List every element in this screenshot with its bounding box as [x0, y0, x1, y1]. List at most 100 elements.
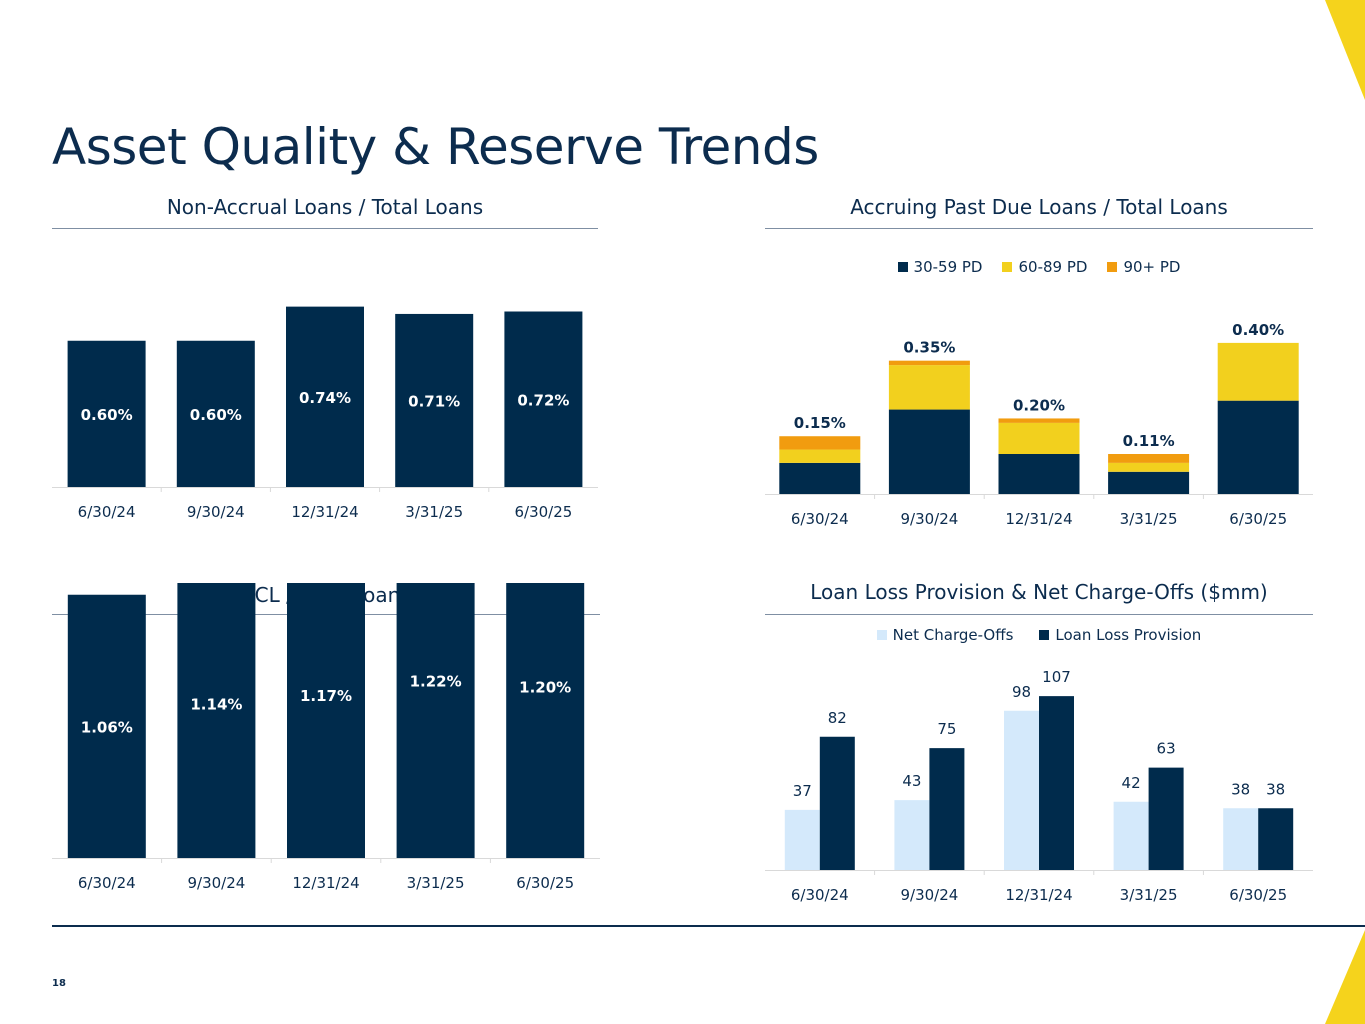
past-due-title: Accruing Past Due Loans / Total Loans [850, 195, 1228, 219]
past-due-bar-90-plus [1108, 454, 1190, 463]
legend-swatch-loan-loss-provision [1039, 630, 1050, 640]
provision-data-label-loan-loss-provision: 63 [1157, 740, 1176, 758]
provision-data-label-loan-loss-provision: 75 [937, 720, 956, 738]
provision-data-label-loan-loss-provision: 38 [1266, 780, 1285, 798]
acl-panel: ACL / Total Loans 1.06%6/30/241.14%9/30/… [52, 583, 600, 903]
past-due-bar-60-89 [779, 449, 861, 463]
non-accrual-bar [286, 306, 364, 487]
past-due-bar-30-59 [779, 462, 861, 494]
acl-data-label: 1.22% [410, 673, 462, 691]
non-accrual-bar [504, 311, 583, 487]
provision-bar-loan-loss-provision [1258, 808, 1294, 870]
non-accrual-data-label: 0.60% [190, 406, 242, 424]
legend-swatch-30-59 [897, 262, 908, 272]
acl-bar [67, 594, 146, 858]
past-due-bar-60-89 [998, 422, 1080, 454]
provision-data-label-net-charge-off: 98 [1012, 683, 1031, 701]
acl-x-tick-label: 6/30/25 [516, 874, 574, 892]
past-due-x-tick-label: 9/30/24 [900, 510, 958, 528]
non-accrual-data-label: 0.74% [299, 389, 351, 407]
provision-data-label-net-charge-off: 43 [902, 772, 921, 790]
provision-data-label-net-charge-off: 37 [793, 782, 812, 800]
provision-bar-loan-loss-provision [1039, 696, 1074, 870]
past-due-bar-30-59 [998, 454, 1080, 494]
legend-swatch-60-89 [1002, 262, 1013, 272]
acl-x-tick-label: 9/30/24 [187, 874, 245, 892]
acl-data-label: 1.20% [519, 678, 571, 696]
legend-label-60-89: 60-89 PD [1018, 258, 1088, 276]
provision-bar-net-charge-off [784, 809, 820, 870]
provision-bar-net-charge-off [1113, 801, 1149, 870]
provision-data-label-net-charge-off: 38 [1231, 780, 1250, 798]
acl-x-tick-label: 6/30/24 [78, 874, 136, 892]
legend-60-89: 60-89 PD [1002, 258, 1087, 276]
provision-bar-net-charge-off [894, 800, 930, 870]
past-due-panel: Accruing Past Due Loans / Total Loans 30… [765, 195, 1313, 540]
past-due-chart: 0.15% 6/30/24 0.35% 9/30/24 0.20% 12/31/24 0.1… [765, 321, 1313, 528]
non-accrual-chart: 0.60% 6/30/24 0.60% 9/30/24 0.74% 12/31/24 0.7… [52, 306, 598, 521]
non-accrual-title: Non-Accrual Loans / Total Loans [166, 195, 484, 219]
provision-x-tick-label: 9/30/24 [900, 886, 958, 904]
non-accrual-bar [67, 340, 146, 487]
non-accrual-x-tick-label: 6/30/25 [514, 503, 572, 521]
legend-label-90-plus: 90+ PD [1123, 258, 1181, 276]
provision-data-label-loan-loss-provision: 107 [1042, 668, 1071, 686]
provision-bar-net-charge-off [1223, 808, 1259, 870]
past-due-bar-60-89 [888, 365, 970, 410]
provision-panel: Loan Loss Provision & Net Charge-Offs ($… [765, 580, 1313, 910]
past-due-x-tick-label: 12/31/24 [1005, 510, 1072, 528]
provision-bar-loan-loss-provision [819, 736, 855, 870]
acl-chart: 1.06% 6/30/24 1.14% 9/30/24 1.17% 12/31/24 1.2… [52, 583, 600, 892]
non-accrual-x-tick-label: 9/30/24 [187, 503, 245, 521]
past-due-total-label: 0.40% [1232, 321, 1284, 339]
acl-x-tick-label: 12/31/24 [292, 874, 359, 892]
acl-bar [287, 583, 365, 858]
non-accrual-bar [176, 340, 255, 487]
past-due-title-rule [765, 228, 1313, 229]
legend-label-loan-loss-provision: Loan Loss Provision [1055, 626, 1202, 644]
past-due-total-label: 0.35% [903, 339, 955, 357]
page-number: 18 [52, 978, 66, 989]
legend-label-net-charge-offs: Net Charge-Offs [892, 626, 1014, 644]
provision-x-tick-label: 6/30/25 [1229, 886, 1287, 904]
acl-x-tick-label: 3/31/25 [407, 874, 465, 892]
past-due-total-label: 0.15% [794, 414, 846, 432]
past-due-bar-60-89 [1108, 462, 1190, 472]
non-accrual-title-rule [52, 228, 598, 229]
footer-rule [52, 925, 1365, 927]
past-due-bar-90-plus [779, 436, 861, 450]
provision-x-tick-label: 12/31/24 [1005, 886, 1072, 904]
page-title: Asset Quality & Reserve Trends [52, 118, 819, 176]
provision-data-label-loan-loss-provision: 82 [828, 709, 847, 727]
non-accrual-panel: Non-Accrual Loans / Total Loans 0.60% 6/3… [52, 195, 598, 535]
legend-label-30-59: 30-59 PD [913, 258, 983, 276]
provision-bar-loan-loss-provision [929, 748, 965, 870]
provision-bar-loan-loss-provision [1148, 767, 1184, 870]
acl-bar [396, 583, 475, 858]
past-due-bar-60-89 [1217, 342, 1299, 401]
past-due-bar-90-plus [888, 360, 970, 366]
corner-accent-bottom [1325, 930, 1365, 1024]
provision-chart: 37 82 6/30/24 43 75 9/30/24 98 107 12/31/24 42 63 3… [765, 668, 1313, 904]
past-due-bar-30-59 [1217, 400, 1299, 494]
past-due-bar-30-59 [1108, 471, 1190, 494]
legend-30-59: 30-59 PD [897, 258, 983, 276]
legend-loan-loss-provision: Loan Loss Provision [1039, 626, 1201, 644]
non-accrual-data-label: 0.72% [517, 391, 569, 409]
past-due-bar-30-59 [888, 409, 970, 494]
past-due-total-label: 0.20% [1013, 396, 1065, 414]
non-accrual-x-tick-label: 6/30/24 [78, 503, 136, 521]
past-due-total-label: 0.11% [1123, 432, 1175, 450]
non-accrual-data-label: 0.60% [81, 406, 133, 424]
provision-bar-net-charge-off [1004, 710, 1039, 870]
past-due-x-tick-label: 3/31/25 [1120, 510, 1178, 528]
acl-bar [506, 583, 585, 858]
provision-data-label-net-charge-off: 42 [1122, 774, 1141, 792]
non-accrual-data-label: 0.71% [408, 392, 460, 410]
acl-data-label: 1.06% [81, 718, 133, 736]
non-accrual-x-tick-label: 3/31/25 [405, 503, 463, 521]
acl-data-label: 1.14% [190, 695, 242, 713]
legend-swatch-90-plus [1107, 262, 1118, 272]
provision-title: Loan Loss Provision & Net Charge-Offs ($… [810, 580, 1268, 604]
acl-bar [177, 583, 256, 858]
